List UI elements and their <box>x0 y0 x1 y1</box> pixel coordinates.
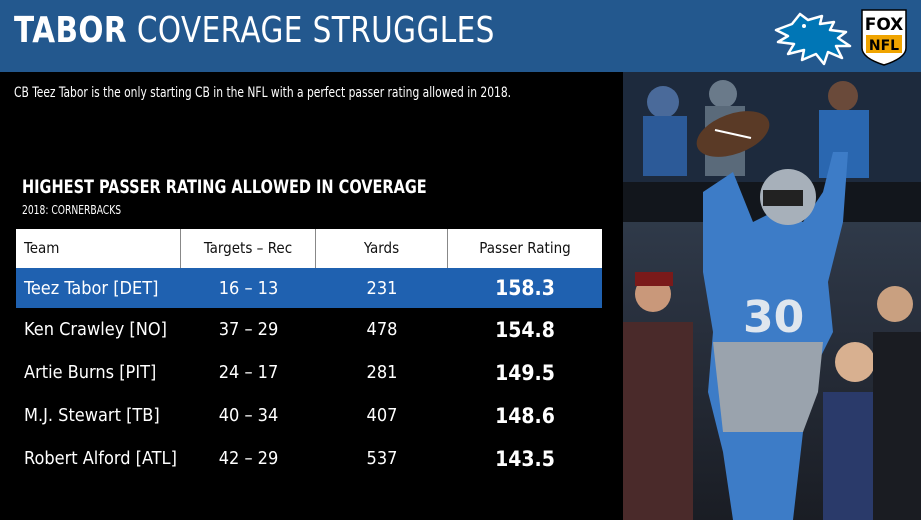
cell-team: Ken Crawley [NO] <box>24 319 167 340</box>
cell-yards: 407 <box>366 405 398 426</box>
cell-team: Artie Burns [PIT] <box>24 362 157 383</box>
table-row: Ken Crawley [NO] 37 – 29 478 154.8 <box>16 308 602 351</box>
title-banner <box>0 0 921 72</box>
fox-nfl-logo-icon: FOX NFL <box>861 9 907 66</box>
cell-yards: 478 <box>366 319 398 340</box>
lions-logo-icon <box>774 12 852 66</box>
stats-table: Team Targets – Rec Yards Passer Rating T… <box>16 229 602 480</box>
table-heading: HIGHEST PASSER RATING ALLOWED IN COVERAG… <box>22 176 427 198</box>
fox-text: FOX <box>865 15 904 35</box>
cell-team: M.J. Stewart [TB] <box>24 405 160 426</box>
table-row: Robert Alford [ATL] 42 – 29 537 143.5 <box>16 437 602 480</box>
cell-targets-rec: 40 – 34 <box>218 405 279 426</box>
column-header-team: Team <box>16 229 181 268</box>
cell-passer-rating: 158.3 <box>495 276 555 300</box>
column-header-yards: Yards <box>316 229 448 268</box>
title-bold: TABOR <box>14 10 128 51</box>
table-row: M.J. Stewart [TB] 40 – 34 407 148.6 <box>16 394 602 437</box>
cell-targets-rec: 42 – 29 <box>218 448 279 469</box>
cell-team: Robert Alford [ATL] <box>24 448 177 469</box>
page-title: TABOR COVERAGE STRUGGLES <box>14 10 495 51</box>
player-photo: 30 <box>623 72 921 520</box>
title-rest: COVERAGE STRUGGLES <box>136 10 495 51</box>
column-header-passer-rating: Passer Rating <box>479 239 571 257</box>
cell-yards: 537 <box>366 448 398 469</box>
table-body: Teez Tabor [DET] 16 – 13 231 158.3 Ken C… <box>16 268 602 480</box>
column-header-targets-rec: Targets – Rec <box>181 229 316 268</box>
table-header-row: Team Targets – Rec Yards Passer Rating <box>16 229 602 268</box>
cell-passer-rating: 148.6 <box>495 403 555 428</box>
jersey-number: 30 <box>743 292 804 343</box>
cell-yards: 231 <box>366 277 398 299</box>
player-photo-illustration: 30 <box>623 72 921 520</box>
cell-team: Teez Tabor [DET] <box>24 277 159 299</box>
table-row: Artie Burns [PIT] 24 – 17 281 149.5 <box>16 351 602 394</box>
nfl-text: NFL <box>869 38 899 54</box>
table-row: Teez Tabor [DET] 16 – 13 231 158.3 <box>16 268 602 308</box>
table-subheading: 2018: CORNERBACKS <box>22 203 122 217</box>
cell-targets-rec: 16 – 13 <box>218 277 279 299</box>
subtitle: CB Teez Tabor is the only starting CB in… <box>14 85 512 101</box>
cell-passer-rating: 143.5 <box>495 446 555 471</box>
cell-passer-rating: 149.5 <box>495 360 555 385</box>
cell-targets-rec: 37 – 29 <box>218 319 279 340</box>
cell-targets-rec: 24 – 17 <box>218 362 279 383</box>
cell-yards: 281 <box>366 362 398 383</box>
cell-passer-rating: 154.8 <box>495 317 555 342</box>
